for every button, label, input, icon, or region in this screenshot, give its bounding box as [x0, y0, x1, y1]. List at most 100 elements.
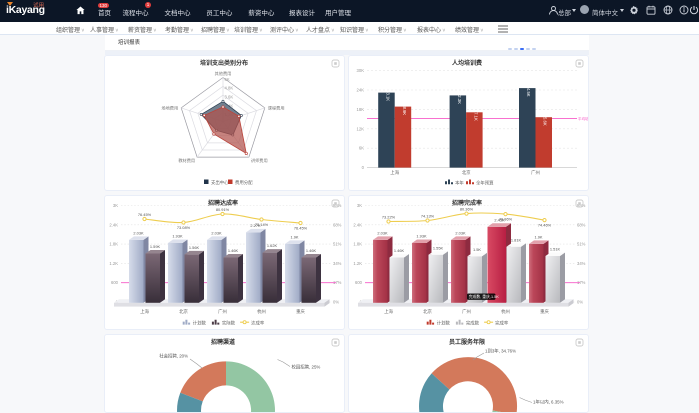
svg-text:18K: 18K [357, 106, 365, 111]
svg-text:24.5K: 24.5K [526, 85, 531, 96]
svg-text:51%: 51% [577, 241, 586, 246]
svg-text:1到3年, 34.76%: 1到3年, 34.76% [485, 347, 516, 354]
svg-text:17%: 17% [333, 280, 342, 285]
svg-text:人均培训费: 人均培训费 [452, 59, 482, 67]
svg-text:73.14%: 73.14% [255, 221, 269, 226]
svg-text:场地费用: 场地费用 [162, 104, 179, 111]
svg-text:6K: 6K [225, 76, 230, 81]
svg-text:计划数: 计划数 [193, 319, 207, 326]
svg-text:上海: 上海 [140, 307, 149, 314]
svg-text:1.59K: 1.59K [150, 244, 161, 249]
svg-text:23.1K: 23.1K [385, 90, 390, 101]
svg-text:0%: 0% [333, 299, 339, 304]
svg-text:员工服务年限: 员工服务年限 [449, 338, 485, 346]
svg-text:课程费用: 课程费用 [268, 104, 285, 111]
svg-text:34%: 34% [577, 260, 586, 265]
svg-text:1.51K: 1.51K [550, 246, 561, 251]
svg-text:85%: 85% [333, 203, 342, 208]
svg-text:1.56K: 1.56K [189, 245, 200, 250]
svg-text:1.46K: 1.46K [306, 248, 317, 253]
svg-text:2.03K: 2.03K [134, 230, 145, 235]
svg-text:招聘完成率: 招聘完成率 [452, 199, 482, 207]
svg-text:完成率: 完成率 [495, 319, 509, 326]
svg-text:重庆: 重庆 [296, 307, 305, 314]
svg-text:18.9K: 18.9K [402, 104, 407, 115]
svg-text:杭州: 杭州 [257, 307, 266, 314]
svg-text:3K: 3K [113, 203, 118, 208]
svg-text:1.8K: 1.8K [110, 241, 119, 246]
svg-text:教材费用: 教材费用 [179, 157, 196, 164]
svg-text:广州: 广州 [462, 307, 471, 314]
svg-text:1.2K: 1.2K [353, 260, 362, 265]
svg-text:1.9K: 1.9K [291, 234, 299, 239]
svg-text:本年: 本年 [455, 179, 464, 186]
svg-text:17.1K: 17.1K [473, 109, 478, 120]
svg-text:0: 0 [362, 165, 365, 170]
svg-text:2.03K: 2.03K [455, 230, 466, 235]
svg-text:6K: 6K [359, 145, 364, 150]
svg-text:完成数, 重庆,1.5K: 完成数, 重庆,1.5K [469, 294, 499, 299]
svg-text:2.03K: 2.03K [377, 230, 388, 235]
svg-text:600: 600 [355, 280, 363, 285]
svg-text:79.86%: 79.86% [499, 216, 513, 221]
svg-text:1.5K: 1.5K [473, 246, 481, 251]
svg-text:社会招聘, 20%: 社会招聘, 20% [159, 352, 188, 359]
svg-text:85%: 85% [577, 203, 586, 208]
svg-text:广州: 广州 [531, 169, 540, 176]
svg-text:北京: 北京 [423, 307, 432, 314]
svg-text:17%: 17% [577, 280, 586, 285]
svg-text:68%: 68% [333, 222, 342, 227]
svg-text:3K: 3K [357, 203, 362, 208]
svg-text:费用分配: 费用分配 [235, 178, 253, 185]
svg-text:22.3K: 22.3K [457, 93, 462, 104]
svg-text:76.45%: 76.45% [138, 212, 152, 217]
svg-text:1.81K: 1.81K [511, 237, 522, 242]
svg-text:0%: 0% [577, 299, 583, 304]
svg-text:培训支出类别分布: 培训支出类别分布 [200, 59, 248, 67]
svg-text:1.93K: 1.93K [173, 233, 184, 238]
svg-text:计划数: 计划数 [437, 319, 451, 326]
svg-text:招聘达成率: 招聘达成率 [208, 199, 238, 207]
svg-text:1.2K: 1.2K [110, 260, 119, 265]
svg-text:上海: 上海 [390, 169, 399, 176]
svg-text:1.9K: 1.9K [534, 234, 542, 239]
svg-text:1.46K: 1.46K [228, 248, 239, 253]
svg-text:80.36%: 80.36% [460, 206, 474, 211]
svg-text:74.13%: 74.13% [421, 213, 435, 218]
svg-text:80.91%: 80.91% [216, 207, 230, 212]
svg-text:2.45K: 2.45K [494, 217, 505, 222]
svg-text:实际数: 实际数 [222, 319, 236, 326]
svg-text:1.93K: 1.93K [416, 233, 427, 238]
svg-text:杭州: 杭州 [501, 307, 510, 314]
svg-text:1.55K: 1.55K [433, 245, 444, 250]
svg-text:广州: 广州 [218, 307, 227, 314]
svg-text:完成数: 完成数 [466, 319, 480, 326]
svg-text:73.08%: 73.08% [177, 224, 191, 229]
svg-text:重庆: 重庆 [540, 307, 549, 314]
svg-text:2.03K: 2.03K [212, 230, 223, 235]
svg-text:支出中心: 支出中心 [211, 178, 229, 185]
svg-text:北京: 北京 [462, 169, 471, 176]
svg-text:其他费用: 其他费用 [215, 70, 232, 77]
svg-text:73.22%: 73.22% [382, 214, 396, 219]
svg-text:2.4K: 2.4K [110, 222, 119, 227]
svg-text:74.46%: 74.46% [538, 222, 552, 227]
svg-text:51%: 51% [333, 241, 342, 246]
svg-text:全年预算: 全年预算 [476, 179, 494, 186]
svg-text:24K: 24K [357, 87, 365, 92]
svg-text:1.46K: 1.46K [394, 248, 405, 253]
svg-text:600: 600 [111, 280, 119, 285]
svg-text:北京: 北京 [179, 307, 188, 314]
svg-text:68%: 68% [577, 222, 586, 227]
svg-text:2.27K: 2.27K [251, 223, 262, 228]
svg-text:达成率: 达成率 [251, 319, 265, 326]
svg-text:2.4K: 2.4K [353, 222, 362, 227]
svg-text:15.6K: 15.6K [543, 114, 548, 125]
svg-text:76.45%: 76.45% [294, 225, 308, 230]
svg-text:1.8K: 1.8K [353, 241, 362, 246]
svg-text:34%: 34% [333, 260, 342, 265]
svg-text:12K: 12K [357, 126, 365, 131]
svg-text:招聘渠道: 招聘渠道 [211, 338, 235, 346]
svg-text:3.6K: 3.6K [225, 94, 234, 99]
svg-text:平均培训费: 平均培训费 [578, 116, 588, 121]
